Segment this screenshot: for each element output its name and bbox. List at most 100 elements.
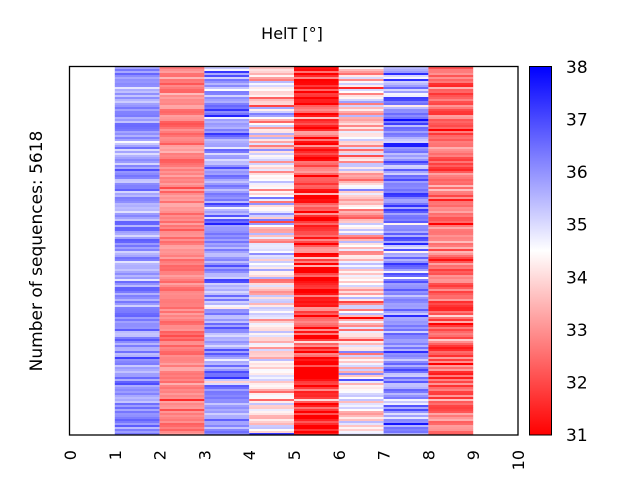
heatmap-cell (428, 421, 474, 424)
heatmap-cell (159, 281, 205, 284)
heatmap-cell (204, 107, 250, 110)
heatmap-cell (338, 217, 384, 220)
heatmap-cell (114, 323, 160, 326)
heatmap-cell (383, 275, 429, 278)
heatmap-cell (294, 127, 339, 130)
heatmap-cell (249, 147, 294, 150)
heatmap-cell (249, 327, 294, 330)
heatmap-cell (204, 317, 250, 320)
heatmap-cell (428, 293, 474, 296)
heatmap-cell (114, 167, 160, 170)
heatmap-cell (294, 249, 339, 252)
heatmap-cell (249, 197, 294, 200)
heatmap-cell (249, 267, 294, 270)
heatmap-cell (159, 247, 205, 250)
heatmap-cell (338, 333, 384, 336)
heatmap-cell (114, 201, 160, 204)
heatmap-cell (383, 111, 429, 114)
heatmap-cell (338, 393, 384, 396)
heatmap-cell (249, 353, 294, 356)
heatmap-cell (159, 279, 205, 282)
heatmap-cell (338, 153, 384, 156)
heatmap-cell (338, 401, 384, 404)
heatmap-cell (204, 265, 250, 268)
heatmap-cell (249, 173, 294, 176)
heatmap-cell (294, 397, 339, 400)
heatmap-cell (338, 169, 384, 172)
heatmap-cell (159, 93, 205, 96)
heatmap-cell (428, 177, 474, 180)
heatmap-cell (249, 117, 294, 120)
heatmap-cell (114, 363, 160, 366)
heatmap-cell (383, 75, 429, 78)
heatmap-cell (204, 333, 250, 336)
heatmap-cell (114, 157, 160, 160)
heatmap-cell (383, 309, 429, 312)
heatmap-cell (428, 379, 474, 382)
heatmap-cell (338, 179, 384, 182)
heatmap-cell (294, 101, 339, 104)
heatmap-cell (249, 213, 294, 216)
heatmap-cell (114, 331, 160, 334)
heatmap-cell (249, 381, 294, 384)
heatmap-cell (204, 271, 250, 274)
heatmap-cell (204, 161, 250, 164)
heatmap-cell (204, 353, 250, 356)
heatmap-cell (249, 341, 294, 344)
heatmap-cell (294, 403, 339, 406)
heatmap-cell (294, 113, 339, 116)
heatmap-cell (114, 431, 160, 434)
heatmap-cell (428, 73, 474, 76)
heatmap-cell (338, 391, 384, 394)
heatmap-cell (204, 357, 250, 360)
heatmap-cell (383, 101, 429, 104)
heatmap-cell (159, 227, 205, 230)
heatmap-cell (159, 243, 205, 246)
heatmap-cell (249, 323, 294, 326)
heatmap-cell (338, 279, 384, 282)
heatmap-cell (428, 237, 474, 240)
heatmap-cell (338, 171, 384, 174)
heatmap-cell (338, 79, 384, 82)
heatmap-cell (428, 291, 474, 294)
heatmap-cell (294, 125, 339, 128)
heatmap-cell (204, 99, 250, 102)
heatmap-cell (294, 251, 339, 254)
heatmap-cell (159, 417, 205, 420)
heatmap-cell (338, 205, 384, 208)
heatmap-cell (428, 71, 474, 74)
heatmap-cell (294, 415, 339, 418)
heatmap-cell (114, 391, 160, 394)
heatmap-cell (294, 195, 339, 198)
heatmap-cell (114, 409, 160, 412)
heatmap-cell (428, 279, 474, 282)
heatmap-cell (294, 183, 339, 186)
heatmap-cell (159, 233, 205, 236)
heatmap-cell (294, 337, 339, 340)
heatmap-cell (159, 285, 205, 288)
heatmap-cell (428, 359, 474, 362)
heatmap-cell (338, 131, 384, 134)
heatmap-cell (338, 369, 384, 372)
heatmap-cell (428, 229, 474, 232)
heatmap-cell (114, 249, 160, 252)
heatmap-cell (159, 275, 205, 278)
heatmap-cell (249, 321, 294, 324)
heatmap-cell (383, 233, 429, 236)
heatmap-cell (159, 219, 205, 222)
heatmap-cell (383, 77, 429, 80)
heatmap-cell (114, 429, 160, 432)
heatmap-cell (159, 295, 205, 298)
heatmap-cell (383, 281, 429, 284)
heatmap-cell (338, 319, 384, 322)
heatmap-cell (159, 379, 205, 382)
heatmap-cell (428, 375, 474, 378)
heatmap-cell (428, 189, 474, 192)
heatmap-cell (249, 227, 294, 230)
heatmap-cell (204, 355, 250, 358)
heatmap-cell (338, 357, 384, 360)
heatmap-cell (114, 235, 160, 238)
heatmap-cell (428, 159, 474, 162)
heatmap-cell (383, 383, 429, 386)
heatmap-cell (114, 125, 160, 128)
